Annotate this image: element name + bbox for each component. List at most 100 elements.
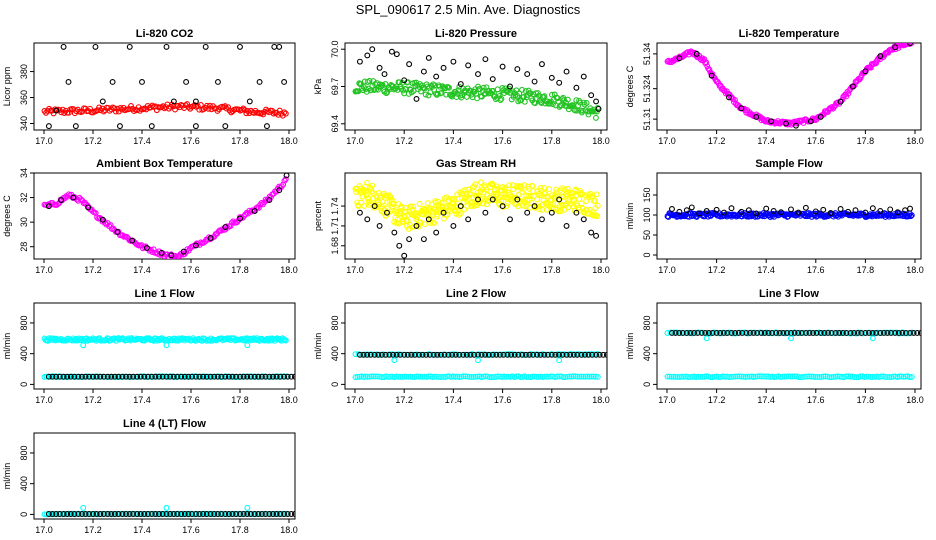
data-point — [137, 373, 144, 380]
data-point — [478, 351, 485, 358]
data-point — [695, 373, 702, 380]
data-point — [691, 329, 697, 336]
data-point — [130, 511, 137, 517]
data-point — [817, 329, 824, 336]
data-point — [594, 202, 601, 209]
y-tick-label: 400 — [19, 346, 29, 361]
plot-frame — [33, 432, 296, 520]
data-point — [438, 89, 445, 96]
data-point — [587, 190, 594, 197]
data-point — [371, 351, 378, 358]
data-point — [905, 43, 912, 45]
x-tick-label: 17.0 — [346, 395, 364, 405]
x-tick-label: 17.8 — [231, 525, 249, 535]
data-point — [559, 351, 566, 358]
y-tick-label: 100 — [642, 207, 652, 222]
data-point — [156, 511, 162, 517]
data-point — [401, 252, 408, 259]
data-point — [761, 373, 767, 380]
data-point — [185, 511, 192, 517]
data-point — [282, 337, 289, 344]
data-point — [837, 206, 844, 212]
data-point — [205, 373, 212, 380]
data-point — [536, 206, 543, 213]
data-point — [699, 373, 706, 380]
data-point — [850, 83, 856, 90]
data-point — [404, 351, 411, 358]
data-point — [119, 511, 126, 517]
series-cyan — [80, 504, 251, 511]
data-point — [499, 63, 506, 70]
data-point — [812, 374, 819, 380]
data-point — [364, 52, 371, 59]
data-point — [465, 216, 472, 223]
x-tick-label: 17.2 — [84, 265, 102, 275]
data-point — [669, 206, 675, 212]
series-black — [669, 204, 913, 217]
y-axis-label: Licor ppm — [2, 67, 12, 107]
data-point — [97, 511, 104, 517]
data-point — [80, 342, 87, 349]
data-point — [503, 203, 510, 210]
x-tick-label: 17.4 — [133, 395, 151, 405]
x-tick-label: 17.0 — [35, 265, 53, 275]
data-point — [754, 373, 761, 380]
data-point — [539, 61, 545, 68]
data-point — [537, 185, 544, 191]
data-point — [892, 44, 899, 51]
data-point — [600, 351, 607, 358]
data-point — [273, 511, 280, 517]
y-tick-label: 800 — [19, 445, 29, 460]
data-point — [463, 351, 470, 358]
data-point — [192, 511, 199, 517]
data-point — [549, 91, 555, 98]
data-point — [869, 329, 876, 336]
data-point — [487, 188, 494, 195]
data-point — [722, 373, 728, 380]
series-black — [356, 46, 602, 112]
data-point — [753, 113, 760, 120]
data-point — [446, 84, 452, 91]
data-point — [907, 213, 914, 220]
data-point — [65, 79, 72, 85]
data-point — [489, 196, 496, 203]
data-point — [178, 511, 185, 517]
series-cyan — [80, 342, 251, 349]
data-point — [574, 351, 581, 358]
series-black — [676, 43, 913, 129]
data-point — [788, 206, 794, 213]
data-point — [878, 373, 884, 380]
data-point — [196, 373, 203, 380]
data-point — [82, 511, 89, 517]
y-axis-label: ml/min — [313, 333, 323, 360]
data-point — [441, 351, 448, 358]
data-point — [514, 196, 521, 203]
data-point — [131, 108, 137, 115]
data-point — [768, 118, 775, 125]
data-point — [99, 98, 106, 105]
data-point — [237, 511, 243, 517]
data-point — [703, 335, 710, 342]
data-point — [363, 192, 370, 199]
data-point — [460, 199, 467, 206]
data-point — [456, 374, 463, 380]
data-point — [114, 229, 121, 235]
y-tick-label: 69.4 — [330, 115, 340, 133]
data-point — [521, 182, 528, 189]
data-point — [431, 373, 438, 380]
data-point — [246, 98, 253, 105]
data-point — [535, 373, 542, 380]
data-point — [233, 511, 240, 517]
data-point — [163, 342, 170, 349]
data-point — [134, 373, 141, 380]
data-point — [159, 373, 166, 380]
data-point — [379, 374, 385, 381]
data-point — [139, 79, 145, 85]
y-tick-label: 800 — [19, 315, 29, 330]
data-point — [882, 373, 889, 380]
data-point — [457, 203, 464, 210]
data-point — [356, 58, 363, 65]
data-point — [845, 208, 851, 215]
data-point — [237, 215, 243, 222]
data-point — [368, 373, 375, 380]
